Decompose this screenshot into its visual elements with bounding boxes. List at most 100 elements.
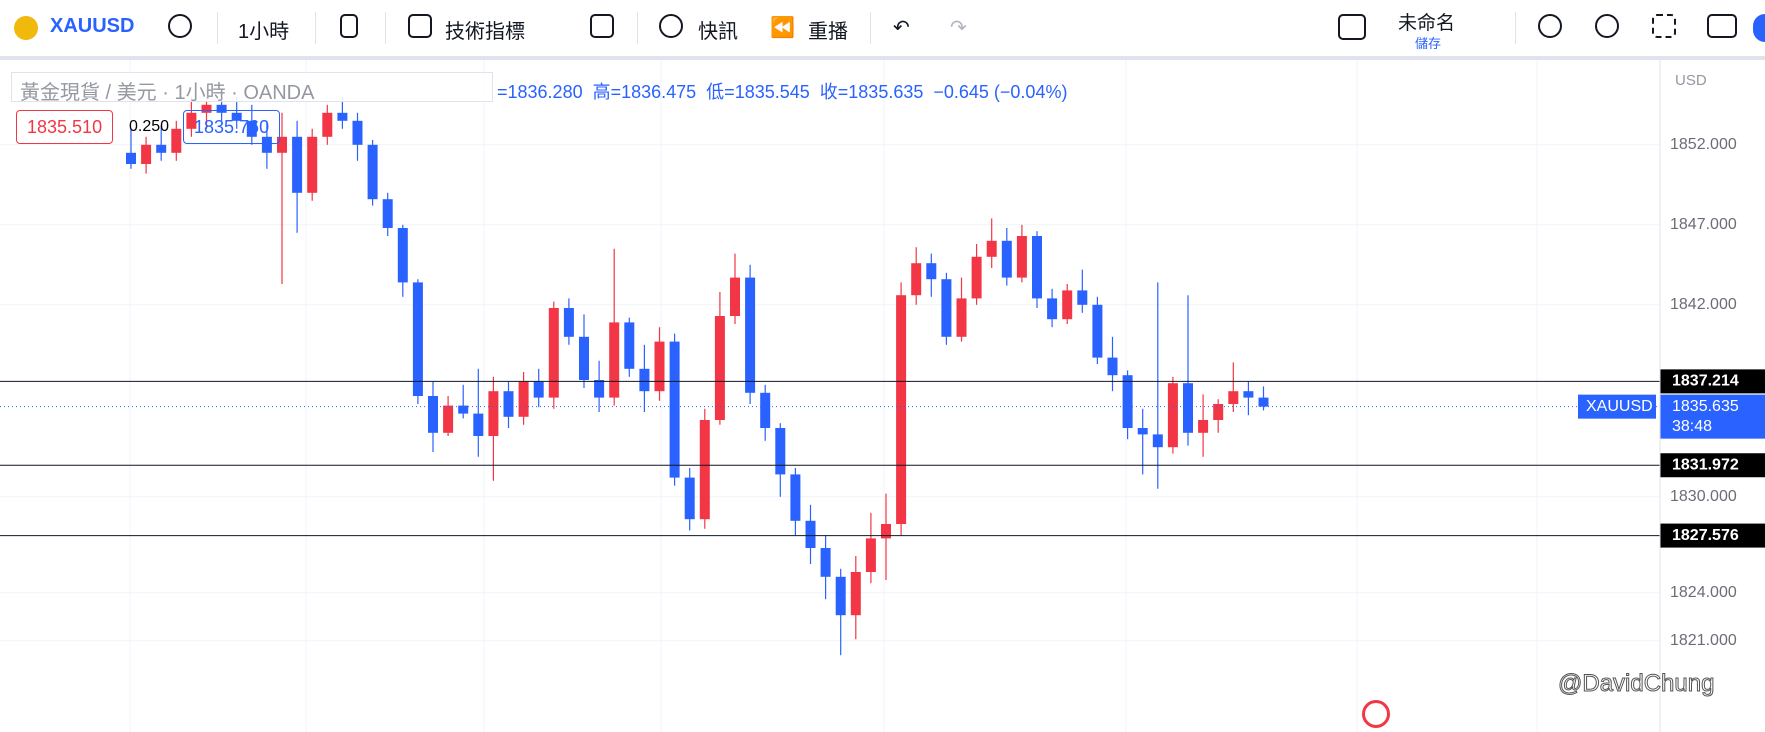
y-tick-label: 1847.000: [1670, 216, 1737, 233]
undo[interactable]: ↶: [893, 17, 910, 39]
indicators[interactable]: 技術指標: [445, 21, 525, 43]
candle-body: [714, 316, 725, 420]
hline-label: 1837.214: [1672, 373, 1739, 390]
candle-body: [699, 420, 710, 520]
legend: 黃金現貨 / 美元 · 1小時 · OANDA: [11, 72, 493, 104]
search[interactable]: [1538, 14, 1562, 38]
y-tick-label: 1824.000: [1670, 584, 1737, 601]
replay-icon: ⏪: [770, 17, 795, 39]
candle-body: [1198, 420, 1209, 433]
candle-body: [881, 524, 891, 539]
candle-body: [986, 240, 997, 257]
candle-body: [246, 120, 257, 137]
candle-body: [941, 279, 952, 337]
candle-body: [533, 381, 544, 398]
candle-body: [760, 392, 771, 428]
redo[interactable]: ↷: [950, 17, 967, 39]
candle-body: [548, 308, 559, 398]
sell-price[interactable]: 1835.510: [16, 110, 114, 144]
chart-type[interactable]: [340, 14, 358, 38]
candle-body: [684, 477, 695, 520]
candle-body: [382, 199, 393, 228]
y-tick-label: 1830.000: [1670, 488, 1737, 505]
candle-body: [911, 263, 922, 296]
last-symbol: XAUUSD: [1586, 398, 1653, 415]
candle-body: [926, 263, 937, 280]
replay[interactable]: 重播: [808, 21, 848, 43]
add-button[interactable]: [168, 14, 192, 38]
templates[interactable]: [590, 14, 614, 38]
candle-body: [156, 144, 167, 153]
save[interactable]: 儲存: [1415, 36, 1442, 51]
candle-body: [1137, 428, 1148, 435]
candle-body: [503, 391, 514, 417]
candle-body: [322, 112, 333, 137]
candle-body: [563, 308, 574, 337]
candle-body: [1183, 383, 1193, 433]
flag: [1362, 700, 1390, 728]
candle-body: [428, 396, 438, 433]
candle-body: [292, 136, 303, 193]
candle-body: [171, 128, 182, 153]
candle-body: [639, 368, 650, 392]
candle-body: [277, 136, 287, 153]
snapshot[interactable]: [1707, 14, 1737, 38]
y-tick-label: 1852.000: [1670, 136, 1737, 153]
candle-body: [1122, 375, 1133, 428]
candle-body: [594, 380, 605, 398]
candle-body: [458, 405, 469, 414]
hline-label: 1831.972: [1672, 456, 1739, 473]
candle-body: [1092, 304, 1103, 358]
candle-body: [307, 136, 318, 193]
candle-body: [397, 228, 408, 283]
candle-body: [956, 298, 967, 337]
candle-body: [186, 112, 197, 129]
candle-body: [261, 136, 272, 153]
candle-body: [352, 120, 363, 145]
candle-body: [624, 322, 635, 369]
watermark: @DavidChung: [1557, 670, 1715, 698]
candle-body: [1001, 240, 1012, 278]
candle-body: [1228, 391, 1239, 404]
candle-body: [820, 548, 831, 577]
candle-body: [730, 277, 740, 316]
hline-label: 1827.576: [1672, 527, 1739, 544]
symbol[interactable]: XAUUSD: [50, 15, 135, 37]
last-price-bg: [1660, 394, 1765, 439]
candle-body: [488, 391, 499, 436]
y-tick-label: 1821.000: [1670, 632, 1737, 649]
candle-body: [443, 405, 454, 433]
candle-body: [1107, 357, 1118, 376]
candle-body: [835, 576, 846, 616]
candle-body: [367, 144, 378, 200]
fullscreen[interactable]: [1652, 14, 1676, 38]
candle-body: [896, 295, 907, 524]
candle-body: [216, 104, 227, 113]
publish[interactable]: [1753, 14, 1765, 42]
layout-name[interactable]: 未命名: [1398, 13, 1456, 34]
settings[interactable]: [1595, 14, 1619, 38]
countdown: 38:48: [1672, 418, 1712, 435]
hline-label-bg: [1660, 453, 1765, 478]
layout-icon[interactable]: [1338, 14, 1366, 40]
candle-body: [805, 520, 816, 548]
separator: [1515, 12, 1516, 44]
candle-body: [1062, 290, 1073, 320]
candle-body: [231, 112, 242, 121]
alerts[interactable]: 快訊: [698, 21, 738, 43]
candle-body: [141, 144, 152, 164]
buy-price[interactable]: 1835.760: [183, 110, 281, 144]
separator: [637, 12, 638, 44]
candle-body: [1032, 236, 1042, 299]
symbol-icon: [14, 16, 38, 40]
candle-body: [775, 428, 786, 475]
separator: [385, 12, 386, 44]
separator: [870, 12, 871, 44]
currency[interactable]: USD: [1675, 72, 1707, 89]
chart: 1821.000 1824.000 1830.000 1842.000 1847.000…: [0, 60, 1765, 732]
candle-body: [1213, 404, 1224, 420]
last-price: 1835.635: [1672, 398, 1739, 415]
interval[interactable]: 1小時: [238, 21, 290, 43]
candle-body: [412, 282, 423, 396]
